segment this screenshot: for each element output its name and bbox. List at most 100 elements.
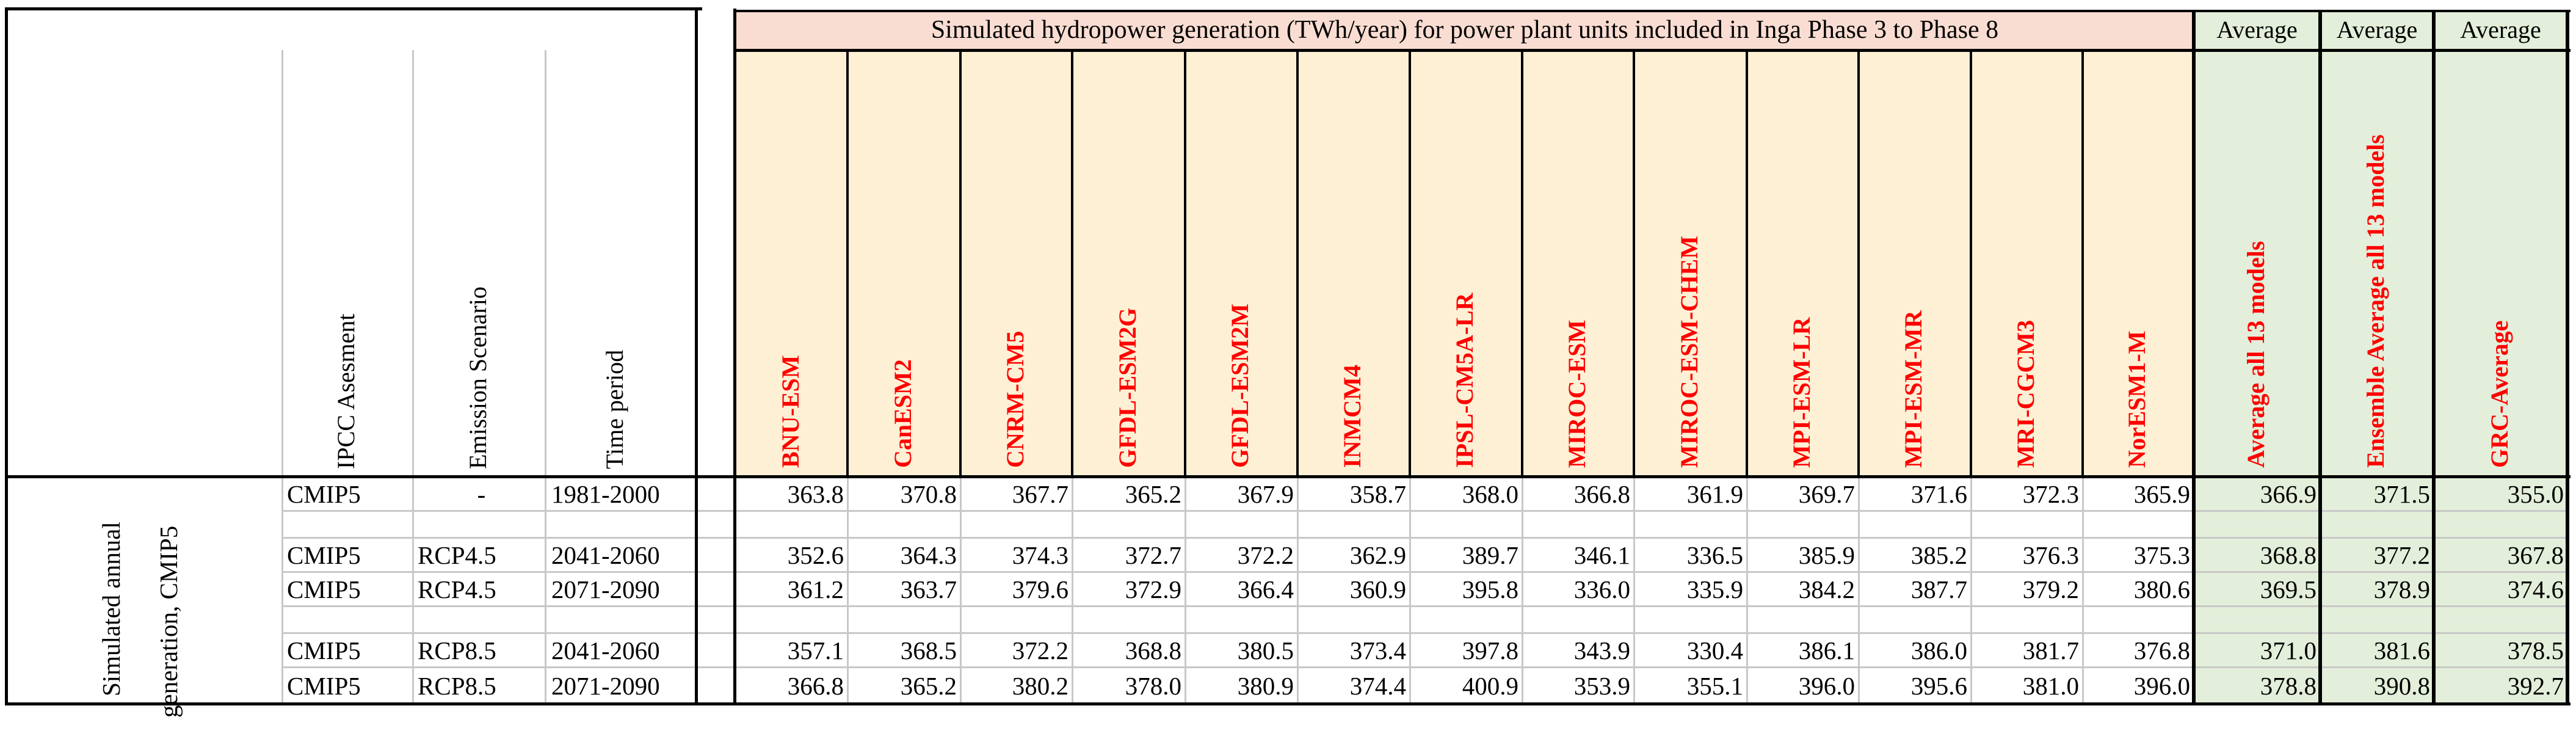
grid-line — [282, 605, 2567, 607]
average-value-cell: 371.5 — [2373, 480, 2430, 508]
ipcc-cell: CMIP5 — [287, 636, 361, 665]
model-value-cell: 357.1 — [787, 636, 844, 665]
model-value-cell: 362.9 — [1349, 541, 1406, 569]
average-value-cell: 355.0 — [2507, 480, 2564, 508]
model-value-cell: 378.0 — [1125, 672, 1181, 700]
model-value-cell: 371.6 — [1910, 480, 1967, 508]
grid-line — [282, 571, 2567, 573]
grid-line — [282, 510, 2567, 512]
model-value-cell: 366.8 — [1573, 480, 1630, 508]
average-group-label: Average — [2216, 16, 2298, 43]
border-line — [5, 702, 2571, 705]
model-value-cell: 368.5 — [900, 636, 957, 665]
average-value-cell: 377.2 — [2373, 541, 2430, 569]
model-value-cell: 374.3 — [1012, 541, 1068, 569]
model-value-cell: 369.7 — [1798, 480, 1855, 508]
average-value-cell: 367.8 — [2507, 541, 2564, 569]
model-value-cell: 368.8 — [1125, 636, 1181, 665]
period-cell: 2071-2090 — [551, 672, 660, 700]
model-value-cell: 379.2 — [2022, 575, 2079, 603]
model-value-cell: 397.8 — [1462, 636, 1518, 665]
model-header: BNU-ESM — [776, 355, 804, 468]
model-value-cell: 343.9 — [1573, 636, 1630, 665]
ipcc-cell: CMIP5 — [287, 575, 361, 603]
average-value-cell: 378.9 — [2373, 575, 2430, 603]
model-value-cell: 372.9 — [1125, 575, 1181, 603]
column-header: Emission Scenario — [463, 286, 492, 469]
model-value-cell: 386.0 — [1910, 636, 1967, 665]
model-value-cell: 396.0 — [1798, 672, 1855, 700]
grid-line — [1522, 476, 1523, 702]
model-value-cell: 358.7 — [1349, 480, 1406, 508]
model-header: MIROC-ESM-CHEM — [1675, 236, 1703, 468]
scenario-cell: RCP8.5 — [418, 672, 496, 700]
model-value-cell: 336.0 — [1573, 575, 1630, 603]
model-header: CanESM2 — [888, 359, 916, 468]
model-value-cell: 366.4 — [1237, 575, 1294, 603]
grid-line — [1970, 476, 1972, 702]
border-line — [1521, 50, 1523, 476]
average-value-cell: 369.5 — [2260, 575, 2317, 603]
model-value-cell: 376.8 — [2133, 636, 2190, 665]
model-value-cell: 380.5 — [1237, 636, 1294, 665]
border-line — [1296, 50, 1299, 476]
period-cell: 2041-2060 — [551, 636, 660, 665]
model-value-cell: 400.9 — [1462, 672, 1518, 700]
model-header: GFDL-ESM2G — [1113, 307, 1141, 468]
model-value-cell: 379.6 — [1012, 575, 1068, 603]
period-cell: 2041-2060 — [551, 541, 660, 569]
average-value-cell: 366.9 — [2260, 480, 2317, 508]
model-value-cell: 365.2 — [900, 672, 957, 700]
border-line — [2192, 11, 2196, 705]
model-value-cell: 396.0 — [2133, 672, 2190, 700]
grid-line — [1858, 476, 1860, 702]
model-value-cell: 360.9 — [1349, 575, 1406, 603]
grid-line — [282, 632, 2567, 634]
border-line — [2318, 11, 2322, 705]
grid-line — [1409, 476, 1411, 702]
border-line — [1633, 50, 1635, 476]
grid-line — [1185, 476, 1186, 702]
average-header: GRC-Average — [2485, 320, 2513, 468]
model-value-cell: 389.7 — [1462, 541, 1518, 569]
border-line — [5, 475, 2571, 478]
model-value-cell: 361.9 — [1686, 480, 1743, 508]
scenario-cell: RCP4.5 — [418, 575, 496, 603]
border-line — [959, 50, 962, 476]
ipcc-cell: CMIP5 — [287, 541, 361, 569]
table-title: Simulated hydropower generation (TWh/yea… — [931, 16, 1999, 44]
model-value-cell: 395.6 — [1910, 672, 1967, 700]
model-value-cell: 380.6 — [2133, 575, 2190, 603]
grid-line — [281, 476, 283, 702]
column-header: Time period — [601, 349, 628, 469]
model-value-cell: 373.4 — [1349, 636, 1406, 665]
model-value-cell: 372.2 — [1012, 636, 1068, 665]
border-line — [2566, 11, 2569, 705]
model-value-cell: 346.1 — [1573, 541, 1630, 569]
grid-line — [412, 50, 414, 702]
model-value-cell: 375.3 — [2133, 541, 2190, 569]
model-header: NorESM1-M — [2123, 330, 2150, 468]
ipcc-cell: CMIP5 — [287, 672, 361, 700]
model-header: IPSL-CM5A-LR — [1451, 293, 1478, 468]
average-group-label: Average — [2336, 16, 2418, 43]
average-header: Ensemble Average all 13 models — [2362, 134, 2389, 468]
model-header: MPI-ESM-MR — [1899, 310, 1927, 468]
average-value-cell: 381.6 — [2373, 636, 2430, 665]
model-value-cell: 367.7 — [1012, 480, 1068, 508]
border-line — [736, 10, 2571, 12]
model-value-cell: 381.0 — [2022, 672, 2079, 700]
border-line — [736, 49, 2571, 52]
grid-line — [960, 476, 962, 702]
model-value-cell: 363.7 — [900, 575, 957, 603]
model-value-cell: 381.7 — [2022, 636, 2079, 665]
model-value-cell: 380.9 — [1237, 672, 1294, 700]
model-value-cell: 330.4 — [1686, 636, 1743, 665]
border-line — [2081, 50, 2084, 476]
model-value-cell: 372.2 — [1237, 541, 1294, 569]
model-value-cell: 384.2 — [1798, 575, 1855, 603]
scenario-cell: RCP8.5 — [418, 636, 496, 665]
border-line — [1071, 50, 1073, 476]
average-value-cell: 378.5 — [2507, 636, 2564, 665]
